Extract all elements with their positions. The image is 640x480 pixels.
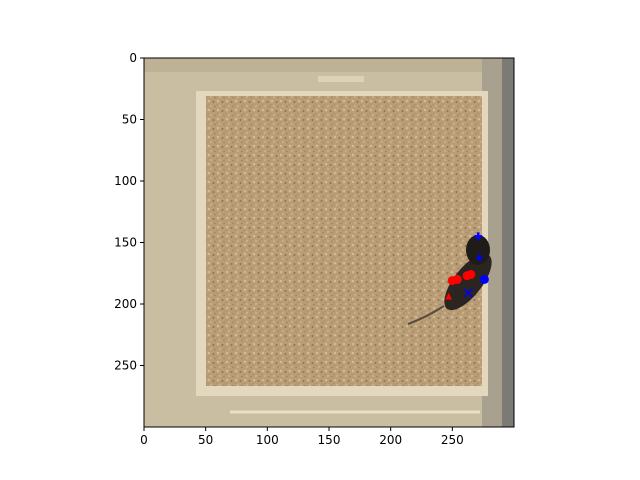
x-tick-label: 200 xyxy=(379,433,402,447)
y-tick-label: 250 xyxy=(114,359,137,373)
x-tick-label: 100 xyxy=(256,433,279,447)
y-tick-label: 200 xyxy=(114,297,137,311)
box-right-dark xyxy=(502,58,514,427)
box-clip xyxy=(318,76,364,82)
y-tick-label: 0 xyxy=(129,51,137,65)
box-wall-shadow-top xyxy=(144,58,514,72)
x-tick-label: 50 xyxy=(198,433,213,447)
x-tick-label: 250 xyxy=(441,433,464,447)
marker-triangle xyxy=(475,253,483,261)
x-tick-label: 150 xyxy=(318,433,341,447)
y-axis: 0 50 100 150 200 250 xyxy=(114,51,144,373)
marker-cross xyxy=(463,288,473,298)
marker-triangle xyxy=(445,292,453,300)
animal-head xyxy=(466,235,490,265)
tracking-markers xyxy=(445,232,489,300)
y-tick-label: 100 xyxy=(114,174,137,188)
marker-plus xyxy=(474,232,483,241)
x-tick-label: 0 xyxy=(140,433,148,447)
bedding xyxy=(206,96,482,386)
animal-tail xyxy=(407,305,445,325)
y-tick-label: 150 xyxy=(114,236,137,250)
arena-photo xyxy=(144,58,514,427)
animal-body xyxy=(444,253,492,311)
marker-circle xyxy=(466,269,476,279)
marker-circle xyxy=(452,274,462,284)
x-axis: 0 50 100 150 200 250 xyxy=(140,427,464,447)
marker-circle xyxy=(479,274,489,284)
y-tick-label: 50 xyxy=(122,113,137,127)
